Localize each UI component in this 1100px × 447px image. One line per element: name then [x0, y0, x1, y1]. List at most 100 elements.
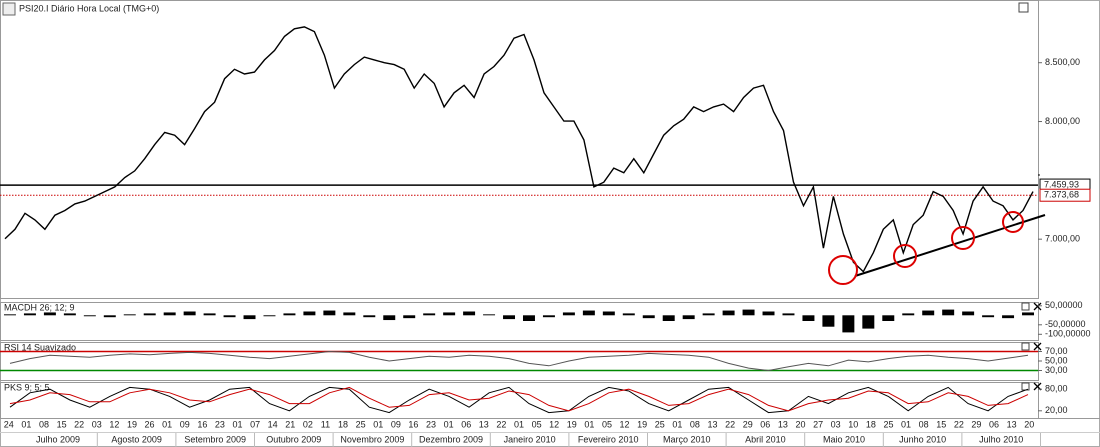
histogram-bar [722, 310, 735, 316]
panel-close[interactable] [1033, 342, 1042, 351]
month-label: Novembro 2009 [340, 434, 404, 444]
day-label: 01 [162, 419, 172, 429]
day-label: 12 [620, 419, 630, 429]
histogram-bar [742, 309, 755, 316]
histogram-bar [403, 315, 416, 319]
day-label: 15 [936, 419, 946, 429]
maximize-button[interactable] [1018, 2, 1029, 13]
y-tick-label: -100,00000 [1045, 329, 1091, 339]
day-label: 25 [356, 419, 366, 429]
histogram-bar [423, 313, 436, 316]
day-label: 16 [197, 419, 207, 429]
day-label: 01 [233, 419, 243, 429]
series-line [4, 26, 1034, 273]
panel-frame [0, 302, 1039, 341]
y-tick-label: 70,00 [1045, 346, 1068, 356]
month-label: Fevereiro 2010 [578, 434, 639, 444]
histogram-bar [522, 315, 535, 321]
histogram-bar [982, 315, 995, 318]
y-tick-label: 7.000,00 [1045, 234, 1080, 244]
month-label: Julho 2009 [36, 434, 80, 444]
day-label: 01 [444, 419, 454, 429]
panel-maximize[interactable] [1021, 382, 1030, 391]
day-label: 25 [883, 419, 893, 429]
month-label: Setembro 2009 [184, 434, 246, 444]
month-label: Junho 2010 [899, 434, 946, 444]
histogram-bar [802, 315, 815, 321]
month-label: Agosto 2009 [111, 434, 162, 444]
panel-maximize[interactable] [1021, 302, 1030, 311]
day-label: 29 [743, 419, 753, 429]
panel-maximize[interactable] [1021, 342, 1030, 351]
day-label: 06 [989, 419, 999, 429]
histogram-bar [3, 314, 16, 316]
histogram-bar [762, 311, 775, 316]
histogram-bar [23, 313, 36, 316]
day-label: 05 [532, 419, 542, 429]
histogram-bar [942, 309, 955, 316]
y-tick-label: 50,00 [1045, 355, 1068, 365]
y-tick-label: 8.500,00 [1045, 57, 1080, 67]
day-label: 22 [725, 419, 735, 429]
histogram-bar [383, 315, 396, 321]
day-label: 01 [21, 419, 31, 429]
histogram-bar [363, 315, 376, 318]
annotation-circle [893, 244, 917, 268]
level-label: 7.459,93 [1044, 179, 1079, 189]
histogram-bar [483, 314, 496, 316]
y-tick-label: 50,00000 [1045, 300, 1083, 310]
histogram-bar [882, 315, 895, 321]
histogram-bar [43, 312, 56, 316]
histogram-bar [902, 313, 915, 316]
series-line [9, 386, 1029, 412]
histogram-bar [682, 315, 695, 320]
day-label: 14 [268, 419, 278, 429]
histogram-bar [1022, 312, 1035, 316]
day-label: 07 [250, 419, 260, 429]
day-label: 01 [584, 419, 594, 429]
histogram-bar [702, 313, 715, 316]
histogram-bar [263, 315, 276, 317]
day-label: 19 [637, 419, 647, 429]
series-line [9, 386, 1029, 414]
day-label: 01 [373, 419, 383, 429]
histogram-bar [443, 312, 456, 316]
panel-title: PKS 9; 5; 5 [4, 382, 50, 392]
y-tick-label: 8.000,00 [1045, 116, 1080, 126]
day-label: 27 [813, 419, 823, 429]
level-label-box [1039, 188, 1091, 202]
histogram-bar [83, 315, 96, 317]
day-label: 20 [1024, 419, 1034, 429]
histogram-bar [203, 313, 216, 316]
day-label: 05 [602, 419, 612, 429]
day-label: 25 [655, 419, 665, 429]
panel-close[interactable] [1033, 302, 1042, 311]
day-label: 23 [426, 419, 436, 429]
histogram-bar [183, 311, 196, 316]
trend-line [854, 214, 1046, 277]
symbol-icon [2, 2, 16, 16]
day-label: 15 [57, 419, 67, 429]
month-label: Julho 2010 [979, 434, 1023, 444]
histogram-bar [622, 313, 635, 316]
day-label: 22 [74, 419, 84, 429]
day-label: 19 [567, 419, 577, 429]
histogram-bar [243, 315, 256, 320]
histogram-bar [223, 315, 236, 318]
panel-title: RSI 14 Suavizado [4, 342, 76, 352]
month-label: Abril 2010 [745, 434, 786, 444]
histogram-bar [542, 315, 555, 318]
day-label: 10 [848, 419, 858, 429]
panel-title: MACDH 26; 12; 9 [4, 302, 75, 312]
day-label: 29 [971, 419, 981, 429]
histogram-bar [642, 315, 655, 319]
day-label: 01 [901, 419, 911, 429]
day-label: 09 [391, 419, 401, 429]
day-label: 08 [919, 419, 929, 429]
day-label: 13 [479, 419, 489, 429]
month-label: Dezembro 2009 [419, 434, 483, 444]
day-label: 08 [39, 419, 49, 429]
histogram-bar [842, 315, 855, 333]
day-label: 20 [795, 419, 805, 429]
